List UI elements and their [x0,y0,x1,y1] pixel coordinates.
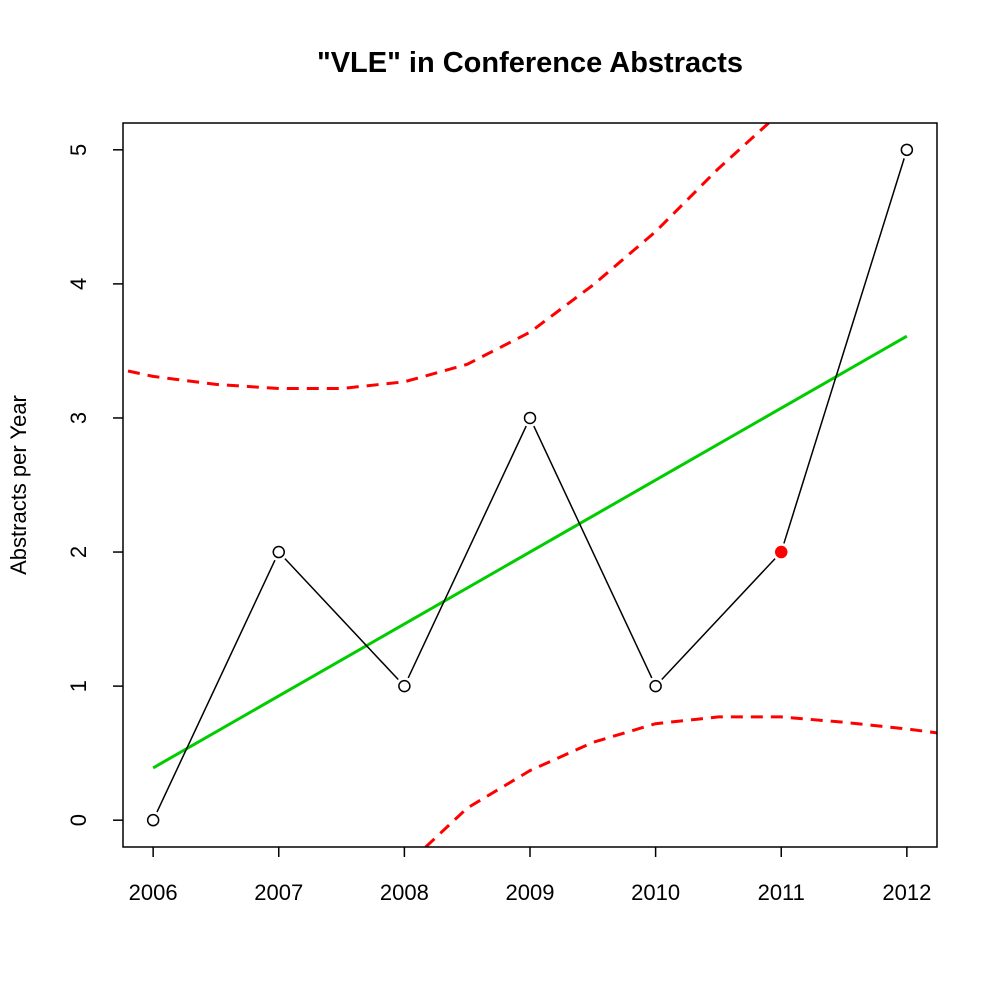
data-point [146,813,160,827]
trend-line-layer [152,334,908,770]
y-tick-label: 0 [66,814,91,826]
y-tick-label: 3 [66,412,91,424]
data-point [523,411,537,425]
x-tick-label: 2010 [631,880,680,905]
x-tick-label: 2011 [758,880,805,905]
data-point [900,143,914,157]
x-tick-label: 2009 [506,880,555,905]
y-tick-label: 5 [66,144,91,156]
data-point [649,679,662,693]
confidence-band-layer [127,123,937,847]
x-tick-label: 2007 [254,880,303,905]
data-point [398,679,411,693]
chart-title: "VLE" in Conference Abstracts [317,47,743,79]
series-line-segment [407,425,527,679]
series-line-segment [661,558,776,681]
series-line-segment [156,559,276,813]
y-axis-label: Abstracts per Year [6,395,31,575]
trend-line [152,334,908,770]
confidence-band-lower-line [424,715,937,847]
highlighted-data-point [774,545,788,559]
confidence-band-upper-line [127,123,770,390]
y-tick-label: 1 [66,680,91,692]
plot-frame [122,122,938,848]
x-tick-label: 2006 [129,880,178,905]
series-line-segment [284,558,399,681]
y-tick-label: 4 [66,278,91,290]
series-line-segment [783,158,905,544]
series-line-segment [533,425,653,679]
data-point [272,545,286,559]
series-layer [146,143,914,827]
y-tick-label: 2 [66,546,91,558]
x-tick-label: 2008 [380,880,429,905]
x-tick-label: 2012 [882,880,931,905]
